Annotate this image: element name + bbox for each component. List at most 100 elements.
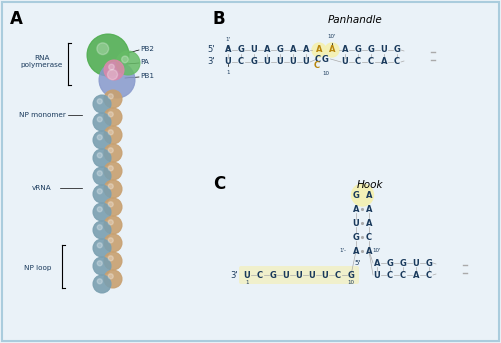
Circle shape [108, 256, 113, 261]
Text: G: G [425, 259, 432, 268]
Text: PA: PA [140, 59, 149, 65]
Text: PB1: PB1 [140, 73, 154, 79]
Circle shape [93, 149, 111, 167]
Text: U: U [250, 46, 258, 55]
Text: C: C [368, 58, 374, 67]
Circle shape [93, 131, 111, 149]
Text: U: U [322, 271, 328, 280]
Text: U: U [296, 271, 303, 280]
Text: NP loop: NP loop [24, 265, 52, 271]
Text: 5': 5' [207, 46, 215, 55]
Circle shape [104, 216, 122, 234]
Circle shape [352, 184, 374, 206]
Circle shape [109, 64, 114, 70]
Text: C: C [238, 58, 244, 67]
Text: C: C [394, 58, 400, 67]
Text: U: U [283, 271, 290, 280]
Circle shape [97, 207, 102, 212]
Circle shape [122, 56, 128, 63]
Circle shape [93, 203, 111, 221]
Text: Hook: Hook [357, 180, 383, 190]
Text: G: G [322, 55, 329, 63]
Circle shape [104, 108, 122, 126]
Text: U: U [309, 271, 315, 280]
Text: G: G [353, 233, 359, 241]
Text: 3': 3' [230, 271, 238, 280]
Text: A: A [342, 46, 348, 55]
FancyBboxPatch shape [239, 266, 359, 284]
Text: A: A [225, 46, 231, 55]
Text: 5': 5' [355, 260, 361, 266]
Circle shape [104, 198, 122, 216]
Circle shape [97, 189, 102, 194]
Circle shape [108, 184, 113, 189]
Text: 10': 10' [372, 248, 380, 253]
Text: 1: 1 [226, 70, 230, 75]
Text: U: U [374, 271, 380, 280]
Text: C: C [314, 60, 320, 70]
Text: G: G [368, 46, 374, 55]
Text: U: U [290, 58, 297, 67]
Circle shape [99, 62, 135, 98]
Text: G: G [400, 259, 406, 268]
Text: A: A [264, 46, 270, 55]
Circle shape [104, 126, 122, 144]
Text: A: A [329, 46, 335, 55]
Circle shape [93, 221, 111, 239]
Text: G: G [387, 259, 393, 268]
Circle shape [104, 252, 122, 270]
Circle shape [104, 144, 122, 162]
Text: G: G [353, 190, 359, 200]
Text: G: G [270, 271, 277, 280]
Text: U: U [353, 218, 359, 227]
Circle shape [104, 60, 124, 80]
Circle shape [108, 220, 113, 225]
Circle shape [93, 257, 111, 275]
Circle shape [97, 43, 109, 55]
Text: A: A [381, 58, 387, 67]
Text: A: A [353, 204, 359, 213]
Text: A: A [366, 218, 372, 227]
Circle shape [108, 238, 113, 243]
Text: A: A [290, 46, 296, 55]
Circle shape [97, 279, 102, 284]
Circle shape [97, 225, 102, 230]
Text: C: C [426, 271, 432, 280]
Text: C: C [315, 55, 321, 63]
Text: G: G [355, 46, 361, 55]
Text: G: G [394, 46, 400, 55]
Text: 1': 1' [225, 37, 230, 42]
Circle shape [97, 243, 102, 248]
Circle shape [108, 166, 113, 171]
Text: 10: 10 [322, 71, 329, 76]
Circle shape [325, 43, 339, 57]
Text: C: C [355, 58, 361, 67]
Circle shape [104, 234, 122, 252]
Text: U: U [381, 46, 387, 55]
Circle shape [104, 90, 122, 108]
Text: A: A [366, 204, 372, 213]
Circle shape [93, 95, 111, 113]
Text: G: G [277, 46, 284, 55]
Text: NP monomer: NP monomer [19, 112, 66, 118]
Text: U: U [224, 58, 231, 67]
Circle shape [97, 99, 102, 104]
Text: G: G [250, 58, 258, 67]
Circle shape [97, 153, 102, 158]
Text: RNA
polymerase: RNA polymerase [21, 55, 63, 68]
Circle shape [93, 275, 111, 293]
Circle shape [104, 270, 122, 288]
Text: U: U [243, 271, 250, 280]
Circle shape [97, 261, 102, 266]
Text: PB2: PB2 [140, 46, 154, 52]
Text: A: A [366, 190, 372, 200]
Text: A: A [366, 247, 372, 256]
Circle shape [104, 162, 122, 180]
Text: 1: 1 [245, 280, 249, 285]
Text: C: C [335, 271, 341, 280]
Circle shape [108, 130, 113, 135]
Text: vRNA: vRNA [32, 185, 52, 191]
Text: A: A [10, 10, 23, 28]
Circle shape [108, 112, 113, 117]
Circle shape [107, 70, 118, 80]
